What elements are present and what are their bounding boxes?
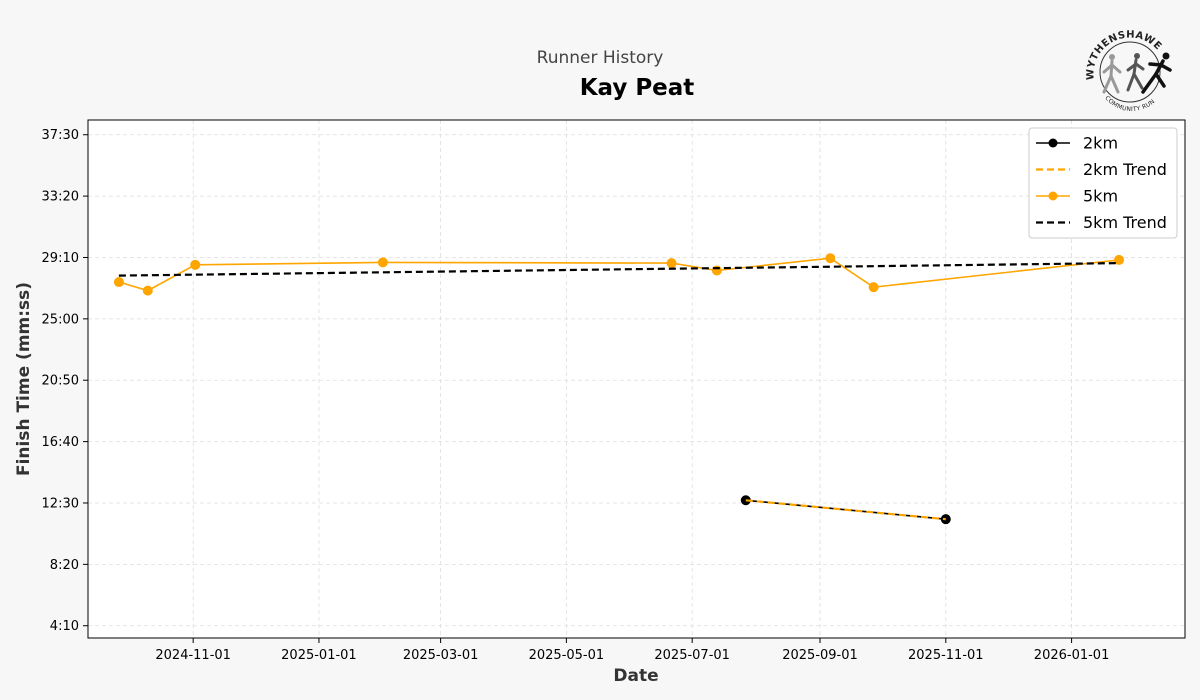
logo-top-text: WYTHENSHAWE xyxy=(1085,29,1163,80)
runner-walk-icon xyxy=(1102,54,1122,94)
data-point-5km xyxy=(868,282,879,293)
data-point-5km xyxy=(190,259,201,270)
y-tick-label: 37:30 xyxy=(42,128,79,143)
legend-label-5km-trend: 5km Trend xyxy=(1083,213,1167,232)
legend-label-5km: 5km xyxy=(1083,187,1118,206)
legend: 2km 2km Trend 5km 5km Trend xyxy=(1028,127,1178,239)
data-point-5km xyxy=(377,257,388,268)
x-tick-label: 2025-07-01 xyxy=(654,648,730,663)
y-axis-title: Finish Time (mm:ss) xyxy=(14,282,34,476)
data-point-5km xyxy=(666,258,677,269)
chart-title: Kay Peat xyxy=(580,75,695,101)
y-tick-label: 25:00 xyxy=(42,312,79,327)
legend-label-2km-trend: 2km Trend xyxy=(1083,160,1167,179)
grid xyxy=(88,120,1185,638)
y-tick-label: 8:20 xyxy=(50,558,79,573)
logo-top-textpath: WYTHENSHAWE xyxy=(1085,29,1163,80)
x-axis: 2024-11-01 2025-01-01 2025-03-01 2025-05-01… xyxy=(155,638,1109,663)
logo-ring xyxy=(1099,41,1161,103)
logo-bottom-textpath: COMMUNITY RUN xyxy=(1103,95,1156,113)
logo: WYTHENSHAWE COMMUNITY RUN xyxy=(1085,29,1172,113)
legend-marker-5km xyxy=(1048,191,1058,201)
x-tick-label: 2025-09-01 xyxy=(782,648,858,663)
series-layer xyxy=(113,253,1125,525)
data-point-5km xyxy=(113,277,124,288)
runner-jog-icon xyxy=(1126,53,1145,92)
x-tick-label: 2025-03-01 xyxy=(403,648,479,663)
x-tick-label: 2024-11-01 xyxy=(155,648,231,663)
series-line-5km-trend xyxy=(118,262,1120,277)
chart-subtitle: Runner History xyxy=(537,48,664,68)
legend-label-2km: 2km xyxy=(1083,134,1118,153)
y-tick-label: 12:30 xyxy=(42,496,79,511)
x-tick-label: 2025-11-01 xyxy=(908,648,984,663)
y-axis: 4:10 8:20 12:30 16:40 20:50 25:00 29:10 33:20 37… xyxy=(42,128,88,634)
legend-box xyxy=(1028,127,1178,239)
plot-frame xyxy=(87,119,1186,639)
y-tick-label: 16:40 xyxy=(42,435,79,450)
x-tick-label: 2025-01-01 xyxy=(281,648,357,663)
x-tick-label: 2026-01-01 xyxy=(1034,648,1110,663)
y-tick-label: 33:20 xyxy=(42,190,79,205)
data-point-2km xyxy=(940,514,951,525)
series-line-2km-trend xyxy=(745,499,946,521)
y-tick-label: 4:10 xyxy=(50,619,79,634)
y-tick-label: 29:10 xyxy=(42,251,79,266)
plot-area xyxy=(88,120,1185,638)
runner-sprint-icon xyxy=(1141,52,1172,94)
legend-marker-2km xyxy=(1048,138,1058,148)
data-point-5km xyxy=(142,285,153,296)
x-tick-label: 2025-05-01 xyxy=(529,648,605,663)
data-point-5km xyxy=(825,253,836,264)
y-tick-label: 20:50 xyxy=(42,374,79,389)
logo-bottom-text: COMMUNITY RUN xyxy=(1103,95,1156,113)
x-axis-title: Date xyxy=(613,666,658,686)
data-point-5km xyxy=(1114,254,1125,265)
